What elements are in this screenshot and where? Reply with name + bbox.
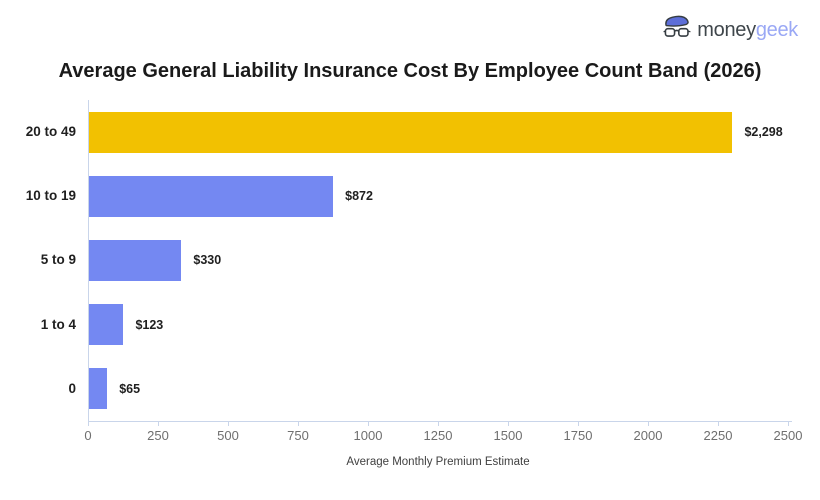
x-tick-mark: [578, 421, 579, 426]
value-label: $2,298: [744, 125, 783, 139]
value-label: $330: [193, 253, 222, 268]
x-tick-mark: [718, 421, 719, 426]
x-tick-label: 250: [147, 428, 169, 443]
x-tick-mark: [158, 421, 159, 426]
x-tick-label: 1500: [493, 428, 523, 443]
category-label: 1 to 4: [40, 316, 76, 332]
bar: [89, 111, 733, 153]
y-axis-line: [88, 100, 89, 426]
x-tick-label: 500: [217, 428, 239, 443]
x-tick-mark: [368, 421, 369, 426]
moneygeek-wordmark: moneygeek: [697, 19, 798, 42]
x-tick-label: 1750: [563, 428, 593, 443]
x-tick-mark: [88, 421, 89, 426]
category-label: 5 to 9: [40, 252, 76, 268]
x-tick-label: 0: [84, 428, 92, 443]
x-tick-label: 2000: [633, 428, 663, 443]
category-label: 20 to 49: [25, 124, 76, 139]
bar: [89, 240, 182, 281]
x-tick-label: 1250: [423, 428, 453, 443]
x-tick-mark: [788, 421, 789, 426]
x-tick-mark: [228, 421, 229, 426]
chart-title: Average General Liability Insurance Cost…: [58, 60, 762, 82]
x-axis-line: [88, 421, 792, 422]
moneygeek-geek-face-icon: [663, 14, 691, 46]
x-tick-mark: [298, 421, 299, 426]
x-tick-mark: [648, 421, 649, 426]
category-label: 0: [68, 380, 76, 396]
x-tick-mark: [438, 421, 439, 426]
x-tick-label: 1000: [353, 428, 383, 443]
x-tick-label: 2250: [703, 428, 733, 443]
value-label: $123: [135, 317, 164, 332]
x-tick-label: 2500: [773, 428, 803, 443]
bar: [89, 175, 334, 217]
value-label: $872: [345, 189, 373, 204]
wordmark-geek: geek: [755, 18, 798, 41]
bar: [89, 304, 124, 346]
x-axis-title: Average Monthly Premium Estimate: [346, 456, 530, 468]
plot-area: Average Monthly Premium Estimate 20 to 4…: [26, 100, 802, 468]
moneygeek-logo: moneygeek: [663, 14, 798, 46]
x-tick-mark: [508, 421, 509, 426]
category-label: 10 to 19: [25, 188, 76, 204]
value-label: $65: [119, 381, 141, 396]
wordmark-money: money: [697, 18, 756, 41]
bar: [89, 368, 108, 410]
x-tick-label: 750: [287, 428, 309, 443]
